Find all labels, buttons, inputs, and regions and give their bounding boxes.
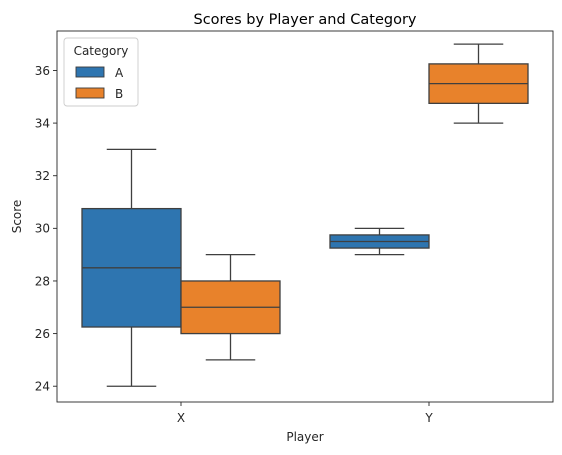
x-tick-label: Y xyxy=(424,411,433,425)
plot-area-frame xyxy=(56,30,554,403)
y-tick-label: 28 xyxy=(35,274,50,288)
legend-label-b: B xyxy=(115,87,123,101)
box-b-x xyxy=(180,254,281,361)
box-b-y xyxy=(428,43,529,124)
chart-title: Scores by Player and Category xyxy=(193,12,416,28)
legend-swatch-a xyxy=(75,66,105,78)
y-axis-ticks: 24 26 28 30 32 34 36 xyxy=(35,64,57,394)
legend-swatch-b xyxy=(75,87,105,99)
box-series xyxy=(81,43,529,387)
x-tick-label: X xyxy=(177,411,185,425)
x-axis-title: Player xyxy=(286,430,323,444)
y-tick-label: 32 xyxy=(35,169,50,183)
legend-label-a: A xyxy=(115,66,124,80)
y-tick-label: 36 xyxy=(35,64,50,78)
y-tick-label: 26 xyxy=(35,327,50,341)
legend: Category A B xyxy=(63,37,139,107)
box-a-x xyxy=(81,148,182,387)
y-axis-title: Score xyxy=(10,200,24,234)
y-tick-label: 24 xyxy=(35,380,50,394)
y-tick-label: 30 xyxy=(35,222,50,236)
legend-title: Category xyxy=(74,44,129,58)
box-a-y xyxy=(329,227,430,256)
y-tick-label: 34 xyxy=(35,116,50,130)
